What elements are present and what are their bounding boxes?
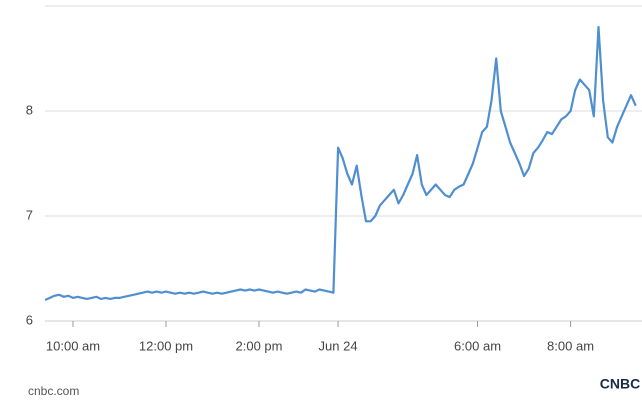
x-tick-label: 10:00 am — [46, 338, 100, 353]
price-line — [44, 25, 637, 302]
y-tick-label: 6 — [26, 312, 33, 327]
x-tick-label: 12:00 pm — [139, 338, 193, 353]
x-tick-label: 6:00 am — [454, 338, 501, 353]
x-tick-label: Jun 24 — [319, 338, 358, 353]
x-tick-label: 2:00 pm — [236, 338, 283, 353]
logo: CNBC — [600, 376, 640, 392]
y-tick-label: 7 — [26, 207, 33, 222]
x-tick-label: 8:00 am — [547, 338, 594, 353]
y-tick-label: 8 — [26, 102, 33, 117]
source: cnbc.com — [28, 384, 79, 398]
